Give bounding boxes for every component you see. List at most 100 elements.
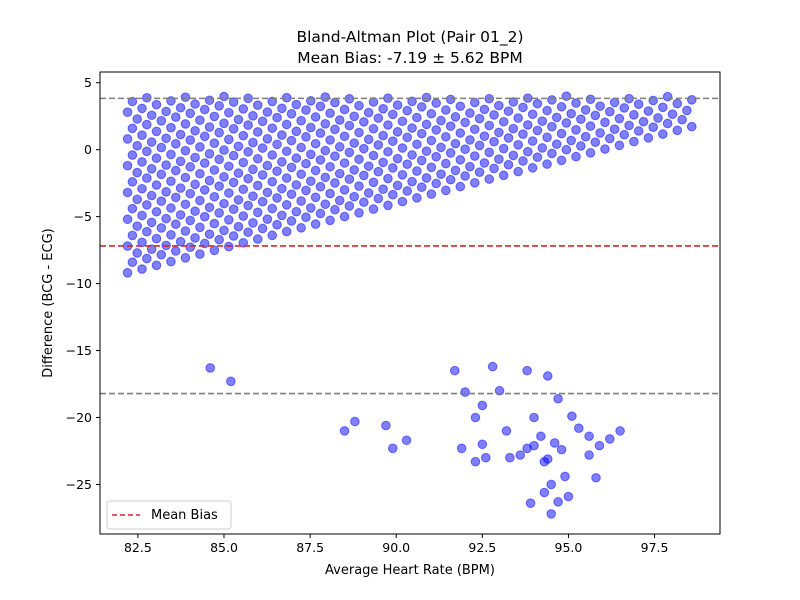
data-point (527, 109, 538, 120)
data-point (505, 452, 515, 463)
data-point (132, 114, 142, 124)
data-point (469, 178, 480, 188)
data-point (614, 113, 625, 124)
data-point (122, 187, 133, 198)
data-point (383, 146, 393, 157)
data-point (195, 115, 205, 125)
data-point (513, 113, 523, 123)
plot-area-frame (99, 71, 721, 535)
data-point (561, 144, 572, 155)
data-point (252, 234, 263, 244)
data-point (378, 104, 388, 114)
data-point (402, 159, 413, 169)
data-point (267, 230, 278, 241)
x-axis-label: Average Heart Rate (BPM) (325, 563, 495, 578)
data-point (175, 129, 186, 140)
data-point (219, 198, 229, 209)
data-point (392, 153, 403, 164)
data-point (296, 142, 306, 153)
data-point (166, 230, 176, 240)
data-point (296, 196, 306, 206)
data-point (465, 108, 475, 118)
data-point (662, 91, 673, 102)
data-point (381, 420, 391, 431)
data-point (470, 456, 481, 467)
data-point (175, 102, 186, 113)
data-point (580, 131, 591, 142)
data-point (595, 128, 605, 138)
data-point (320, 145, 331, 156)
data-point (320, 172, 331, 183)
data-point (368, 150, 379, 161)
data-point (378, 157, 388, 168)
data-point (146, 244, 157, 254)
data-point (199, 211, 210, 222)
data-point (151, 206, 162, 217)
data-point (460, 117, 470, 128)
data-point (633, 99, 644, 109)
data-point (146, 190, 157, 201)
data-point (363, 188, 374, 198)
data-point (672, 125, 683, 136)
data-point (325, 188, 335, 199)
data-point (498, 116, 509, 127)
data-point (161, 160, 171, 170)
data-point (233, 221, 244, 232)
data-point (137, 210, 147, 221)
data-point (224, 215, 234, 225)
data-point (513, 140, 523, 150)
data-point (667, 109, 678, 119)
data-point (180, 92, 191, 102)
data-point (595, 101, 605, 111)
data-point (233, 114, 244, 125)
data-point (301, 132, 311, 142)
data-point (195, 222, 205, 233)
data-point (567, 411, 577, 421)
data-point (402, 105, 413, 116)
data-point (584, 431, 594, 442)
data-point (542, 159, 552, 169)
data-point (546, 479, 557, 490)
data-point (228, 231, 239, 241)
data-point (267, 96, 278, 107)
data-point (214, 127, 224, 138)
data-point (325, 135, 335, 145)
data-point (532, 125, 543, 136)
data-point (228, 150, 239, 161)
data-point (214, 208, 224, 218)
data-point (334, 195, 345, 206)
data-point (525, 498, 536, 509)
data-point (209, 165, 220, 175)
data-point (480, 452, 491, 463)
data-point (539, 487, 550, 498)
data-point (190, 206, 200, 216)
data-point (301, 185, 311, 196)
data-point (489, 163, 499, 174)
data-point (238, 211, 249, 221)
data-point (224, 161, 234, 172)
y-tick-label: −15 (66, 343, 92, 358)
data-point (474, 113, 485, 124)
data-point (151, 180, 162, 190)
data-point (156, 196, 167, 206)
data-point (600, 117, 610, 128)
data-point (576, 114, 586, 124)
data-point (281, 226, 292, 237)
data-point (412, 193, 422, 203)
data-point (146, 137, 157, 147)
data-point (527, 136, 538, 146)
data-point (301, 158, 311, 169)
data-point (199, 158, 210, 168)
data-point (267, 123, 278, 133)
data-point (325, 108, 335, 119)
data-point (127, 257, 138, 268)
x-tick-label: 97.5 (641, 540, 669, 555)
data-point (513, 166, 523, 177)
data-point (354, 154, 364, 165)
data-point (243, 147, 253, 157)
data-point (334, 142, 345, 152)
data-point (392, 180, 403, 191)
data-point (407, 176, 417, 187)
data-point (571, 125, 581, 135)
y-tick-label: −25 (66, 477, 92, 492)
